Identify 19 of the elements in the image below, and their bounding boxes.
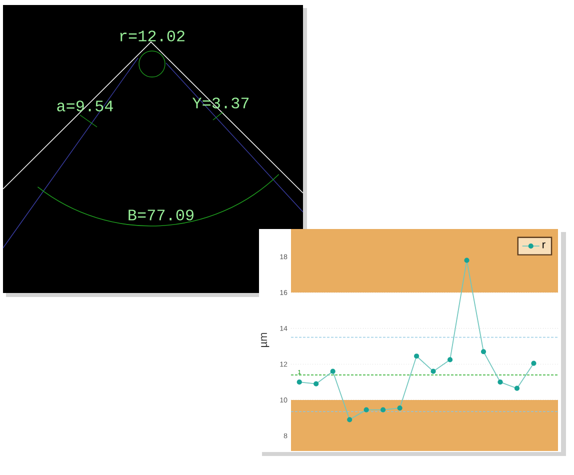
point	[347, 417, 352, 422]
point	[397, 405, 402, 411]
point	[414, 354, 420, 359]
text: r=12.02	[120, 30, 184, 42]
y-axis-title: µm	[261, 332, 270, 347]
text: B=77.09	[128, 210, 194, 220]
point	[364, 407, 369, 412]
point	[464, 258, 470, 263]
point	[296, 380, 302, 385]
point	[380, 407, 386, 412]
point	[514, 386, 520, 391]
point	[314, 381, 319, 386]
legend-label: r	[542, 242, 546, 248]
point	[531, 360, 536, 366]
point	[480, 349, 486, 354]
point	[330, 368, 336, 374]
point	[498, 380, 503, 385]
point	[447, 357, 453, 362]
point	[430, 368, 436, 374]
